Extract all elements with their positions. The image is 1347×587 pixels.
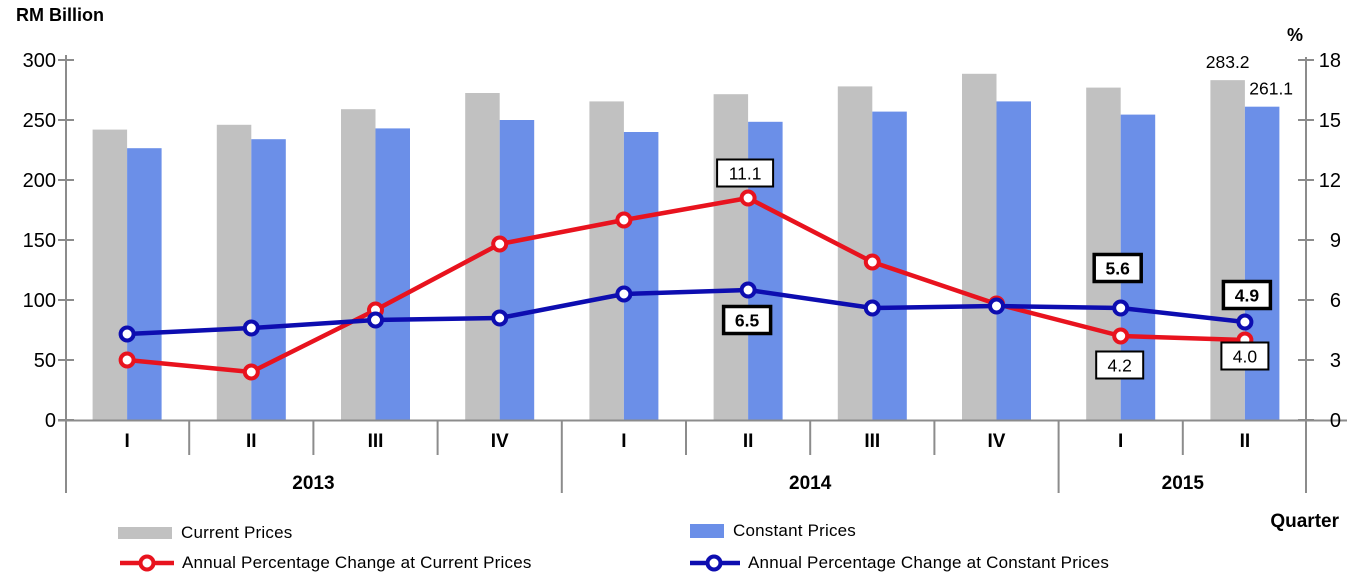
right-axis-tick-label: 18 — [1319, 50, 1341, 72]
apc-constant-point — [242, 319, 260, 337]
bar-constant-prices — [375, 128, 410, 420]
left-axis-title: RM Billion — [16, 5, 104, 25]
callout-value: 6.5 — [735, 311, 760, 331]
apc-constant-point — [367, 311, 384, 329]
bar-constant-prices — [996, 101, 1031, 421]
legend-item-apc-current: Annual Percentage Change at Current Pric… — [118, 552, 532, 574]
quarter-label: III — [368, 431, 384, 452]
apc-constant-point — [988, 297, 1005, 315]
quarter-label: I — [621, 431, 626, 452]
apc-constant-point — [118, 325, 136, 343]
quarter-label: IV — [491, 431, 509, 452]
apc-current-point — [1112, 327, 1130, 345]
bar-constant-prices — [127, 148, 162, 420]
callout-box — [716, 158, 775, 188]
bar-constant-prices — [1244, 106, 1280, 421]
legend-label: Current Prices — [181, 523, 293, 542]
right-axis-tick-label: 9 — [1330, 230, 1341, 252]
callout-value: 4.9 — [1235, 286, 1260, 306]
quarter-label: I — [124, 431, 129, 452]
x-axis-title: Quarter — [1270, 511, 1339, 532]
bar-current-prices — [341, 109, 376, 420]
bar-current-prices — [962, 73, 997, 421]
callout-box — [1221, 279, 1273, 311]
legend-item-current-prices: Current Prices — [118, 523, 292, 543]
legend-item-constant-prices: Constant Prices — [690, 521, 856, 541]
quarter-label: II — [246, 431, 257, 452]
quarter-label: IV — [988, 431, 1006, 452]
apc-current-point — [615, 211, 633, 229]
apc-constant-point — [615, 285, 633, 303]
apc-current-line — [126, 195, 1245, 375]
legend-label: Constant Prices — [733, 521, 856, 540]
left-axis-tick-label: 300 — [23, 50, 56, 72]
left-axis-tick-label: 100 — [23, 290, 56, 312]
bar-value-label: 261.1 — [1249, 79, 1293, 99]
left-axis-tick-label: 0 — [45, 410, 56, 432]
year-label: 2013 — [292, 473, 334, 494]
right-axis-tick-label: 3 — [1330, 350, 1341, 372]
callout-box — [1220, 341, 1270, 371]
right-axis-tick-label: 0 — [1330, 410, 1341, 432]
right-axis-tick-label: 12 — [1319, 170, 1341, 192]
quarter-label: III — [864, 431, 880, 452]
quarter-label: I — [1118, 431, 1123, 452]
bar-current-prices — [465, 93, 500, 420]
left-axis-tick-label: 50 — [34, 350, 56, 372]
legend-item-apc-constant: Annual Percentage Change at Constant Pri… — [690, 552, 1109, 574]
quarter-label: II — [743, 431, 754, 452]
right-axis-tick-label: 15 — [1319, 110, 1341, 132]
apc-current-point — [242, 363, 260, 381]
apc-current-point — [863, 253, 881, 271]
callout-box — [721, 304, 773, 336]
bar-current-prices — [589, 101, 624, 421]
legend-label: Annual Percentage Change at Current Pric… — [182, 553, 532, 572]
bar-constant-prices — [623, 132, 659, 420]
bar-constant-prices — [499, 120, 535, 420]
year-label: 2015 — [1162, 473, 1205, 494]
apc-constant-point — [1112, 299, 1130, 317]
callout-box — [1092, 252, 1143, 284]
bar-current-prices — [713, 94, 749, 420]
right-axis-title: % — [1286, 25, 1303, 45]
left-axis-tick-label: 200 — [23, 170, 56, 192]
apc-constant-line — [126, 287, 1246, 337]
bar-value-label: 283.2 — [1206, 52, 1250, 72]
apc-current-point — [491, 235, 509, 253]
callout-box — [1095, 350, 1145, 380]
apc-constant-point — [863, 299, 881, 317]
apc-constant-point — [739, 281, 757, 299]
left-axis-tick-label: 150 — [23, 230, 56, 252]
constant-prices-swatch — [690, 524, 724, 538]
apc-current-point — [739, 189, 757, 207]
callout-value: 4.2 — [1108, 356, 1132, 376]
apc-constant-point — [1236, 313, 1254, 331]
bar-current-prices — [92, 129, 128, 420]
blue-line-circle-marker — [690, 554, 740, 572]
red-line-circle-marker — [120, 554, 174, 572]
apc-current-point — [118, 351, 136, 369]
callout-value: 4.0 — [1233, 347, 1258, 367]
left-axis-tick-label: 250 — [23, 110, 56, 132]
callout-value: 5.6 — [1106, 259, 1131, 279]
current-prices-swatch — [118, 527, 172, 539]
quarter-label: II — [1240, 431, 1251, 452]
callout-value: 11.1 — [729, 164, 762, 184]
legend-label: Annual Percentage Change at Constant Pri… — [748, 553, 1110, 572]
year-label: 2014 — [789, 473, 832, 494]
right-axis-tick-label: 6 — [1330, 290, 1341, 312]
apc-constant-point — [491, 309, 509, 327]
